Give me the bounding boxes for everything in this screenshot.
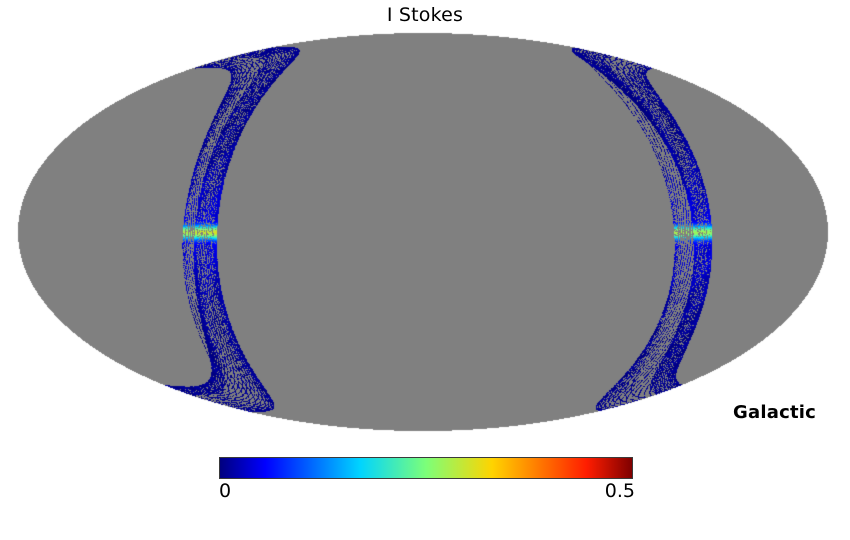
colorbar: 0 0.5: [219, 457, 635, 503]
colorbar-gradient: [219, 457, 633, 479]
page-title: I Stokes: [386, 4, 464, 26]
coordinate-system-label: Galactic: [733, 402, 816, 423]
sky-map-canvas: [0, 26, 850, 446]
colorbar-max-label: 0.5: [604, 480, 635, 502]
colorbar-min-label: 0: [219, 480, 232, 502]
